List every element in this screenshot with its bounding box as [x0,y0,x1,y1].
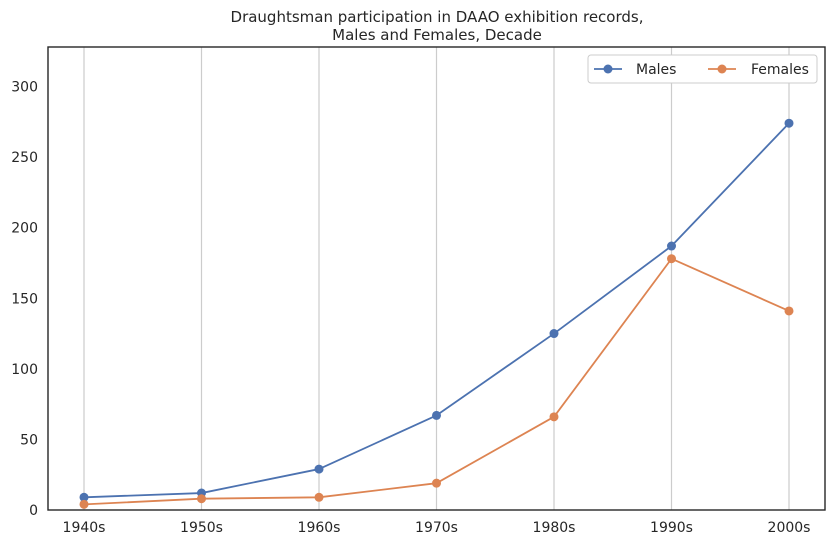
y-tick-label: 50 [20,432,38,448]
x-tick-label: 1950s [180,520,223,536]
data-point-females-1980s [549,412,559,422]
y-tick-label: 100 [11,362,38,378]
y-tick-label: 200 [11,221,38,237]
data-point-males-1980s [549,329,559,339]
series-females [79,254,794,509]
y-tick-label: 300 [11,80,38,96]
data-point-females-1960s [314,492,324,502]
y-tick-label: 0 [29,503,38,519]
x-tick-label: 2000s [768,520,811,536]
data-point-females-1970s [432,478,441,488]
data-point-females-1950s [197,494,206,504]
chart-title-line-2: Males and Females, Decade [332,26,542,44]
plot-frame [47,46,826,511]
x-tick-label: 1940s [63,520,106,536]
legend-label-females: Females [751,62,809,78]
x-tick-labels: 1940s 1950s 1960s 1970s 1980s 1990s 2000s [63,520,811,536]
data-point-females-2000s [784,306,794,316]
x-tick-label: 1980s [533,520,576,536]
y-tick-labels: 0 50 100 150 200 250 300 [11,80,38,519]
y-tick-label: 150 [11,291,38,307]
y-tick-label: 250 [11,150,38,166]
data-point-females-1940s [79,499,89,509]
legend-marker-males [603,64,613,74]
data-point-males-1970s [432,410,441,420]
legend-label-males: Males [636,62,676,78]
chart-title-line-1: Draughtsman participation in DAAO exhibi… [231,8,644,26]
legend: Males Females [587,54,818,84]
legend-marker-females [717,64,727,74]
x-tick-label: 1960s [298,520,341,536]
data-point-males-1940s [79,492,89,502]
x-tick-label: 1990s [650,520,693,536]
series-group [79,118,794,509]
legend-box [587,54,818,84]
x-tick-label: 1970s [415,520,458,536]
data-point-females-1990s [667,254,676,264]
data-point-males-1990s [667,241,676,251]
data-point-males-2000s [784,118,794,128]
grid-lines [83,47,790,510]
data-point-males-1960s [314,464,324,474]
